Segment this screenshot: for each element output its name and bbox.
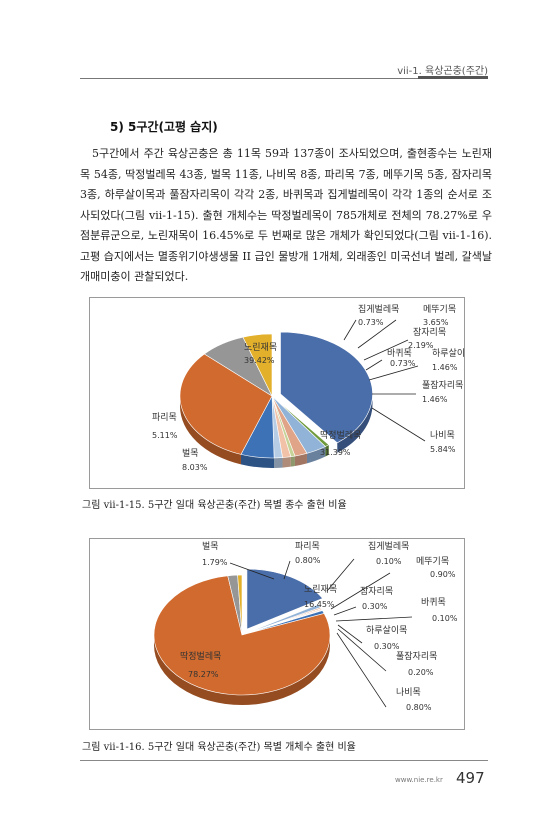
slice-category-label: 하루살이목 bbox=[432, 348, 464, 359]
header-bar bbox=[418, 76, 488, 79]
header-rule bbox=[80, 78, 488, 79]
leader-line bbox=[326, 558, 355, 592]
slice-value-label: 0.20% bbox=[408, 668, 434, 677]
leader-line bbox=[283, 560, 291, 580]
slice-value-label: 3.65% bbox=[423, 318, 449, 327]
body-paragraph: 5구간에서 주간 육상곤충은 총 11목 59과 137종이 조사되었으며, 출… bbox=[80, 144, 492, 288]
footer-url: www.nie.re.kr bbox=[395, 776, 443, 784]
leader-line bbox=[330, 572, 391, 610]
leader-line bbox=[333, 606, 357, 616]
slice-value-label: 5.84% bbox=[430, 445, 456, 454]
slice-value-label: 2.19% bbox=[408, 341, 434, 350]
running-header: vii-1. 육상곤충(주간) bbox=[80, 62, 488, 80]
slice-value-label: 31.39% bbox=[320, 448, 351, 457]
body-line: 조사되었다(그림 vii-1-15). 출현 개체수는 딱정벌레목이 785개체… bbox=[80, 188, 492, 222]
pie-slice-side bbox=[154, 635, 330, 705]
slice-value-label: 0.73% bbox=[358, 318, 384, 327]
species-ratio-chart: 노린재목 39.42% 집게벌레목 0.73% 메뚜기목 3.65% 잠자리목 2.19% 바퀴… bbox=[89, 297, 473, 489]
leader-line bbox=[335, 616, 413, 622]
leader-line bbox=[337, 628, 387, 672]
slice-value-label: 0.90% bbox=[430, 570, 456, 579]
slice-value-label: 0.30% bbox=[374, 642, 400, 651]
slice-category-label: 풀잠자리목 bbox=[422, 380, 463, 391]
slice-value-label: 0.80% bbox=[295, 556, 321, 565]
slice-category-label: 딱정벌레목 bbox=[320, 430, 361, 441]
leader-line bbox=[336, 632, 387, 708]
pie-slice-side bbox=[337, 394, 373, 453]
leader-line bbox=[365, 359, 383, 371]
slice-value-label: 0.30% bbox=[362, 602, 388, 611]
leader-line bbox=[337, 624, 363, 644]
slice-value-label: 1.46% bbox=[422, 395, 448, 404]
leader-line bbox=[357, 319, 397, 349]
figure-caption-16: 그림 vii-1-16. 5구간 일대 육상곤충(주간) 목별 개체수 출현 비… bbox=[82, 742, 356, 753]
slice-category-label: 벌목 bbox=[182, 448, 199, 459]
leader-line bbox=[368, 365, 419, 381]
slice-category-label: 노린재목 bbox=[244, 342, 277, 353]
slice-value-label: 1.46% bbox=[432, 363, 458, 372]
page-number: 497 bbox=[456, 769, 485, 787]
footer-rule bbox=[80, 760, 488, 761]
slice-category-label: 바퀴목 bbox=[387, 348, 412, 359]
pie-slice-side bbox=[274, 457, 283, 468]
slice-category-label: 벌목 bbox=[202, 541, 219, 552]
slice-category-label: 하루살이목 bbox=[366, 625, 407, 636]
slice-value-label: 0.10% bbox=[432, 614, 458, 623]
slice-category-label: 풀잠자리목 bbox=[396, 651, 437, 662]
slice-category-label: 메뚜기목 bbox=[423, 304, 456, 315]
slice-category-label: 파리목 bbox=[152, 412, 177, 423]
pie-slice bbox=[237, 574, 243, 636]
slice-value-label: 5.11% bbox=[152, 431, 178, 440]
pie-slice bbox=[280, 331, 373, 444]
pie-slice-side bbox=[325, 444, 329, 457]
pie-slice-side bbox=[306, 446, 326, 464]
slice-category-label: 파리목 bbox=[295, 541, 320, 552]
abundance-ratio-chart: 노린재목 16.45% 집게벌레목 0.10% 메뚜기목 0.90% 잠자리목 0.30% 바퀴… bbox=[89, 538, 465, 730]
pie-slice bbox=[179, 353, 273, 455]
slice-value-label: 39.42% bbox=[244, 356, 275, 365]
slice-category-label: 잠자리목 bbox=[413, 327, 446, 338]
pie-slice bbox=[153, 575, 331, 696]
pie-slice bbox=[246, 568, 324, 630]
section-title: 5) 5구간(고평 습지) bbox=[110, 120, 218, 134]
slice-category-label: 딱정벌레목 bbox=[180, 651, 221, 662]
slice-category-label: 메뚜기목 bbox=[416, 556, 449, 567]
body-line: vii-1-16). 고평 습지에서는 멸종위기야생생물 II 급인 물방개 1… bbox=[80, 229, 492, 263]
figure-caption-15: 그림 vii-1-15. 5구간 일대 육상곤충(주간) 목별 종수 출현 비율 bbox=[82, 500, 347, 511]
slice-category-label: 잠자리목 bbox=[360, 586, 393, 597]
body-line: 5구간에서 주간 육상곤충은 총 11목 59과 137종이 조사되었으며, 출… bbox=[92, 147, 492, 160]
slice-value-label: 1.79% bbox=[202, 558, 228, 567]
pie-slice-side bbox=[290, 456, 295, 467]
slice-category-label: 노린재목 bbox=[304, 584, 337, 595]
slice-category-label: 나비목 bbox=[396, 687, 421, 698]
slice-value-label: 78.27% bbox=[188, 670, 219, 679]
slice-value-label: 8.03% bbox=[182, 463, 208, 472]
slice-value-label: 0.80% bbox=[406, 703, 432, 712]
body-line: 목 54종, 딱정벌레목 43종, 벌목 11종, 나비목 8종, 파리목 7종… bbox=[80, 167, 492, 181]
leader-line bbox=[343, 319, 357, 341]
leader-line bbox=[363, 339, 409, 361]
slice-category-label: 나비목 bbox=[430, 430, 455, 441]
body-line: 우점분류군으로, 노린재목이 16.45%로 두 번째로 많은 개체가 확인되었… bbox=[80, 208, 493, 243]
body-line: 벌레, 갈색날개매미충이 관찰되었다. bbox=[80, 249, 492, 284]
slice-category-label: 바퀴목 bbox=[421, 597, 446, 608]
leader-line bbox=[229, 562, 275, 580]
running-title: vii-1. 육상곤충(주간) bbox=[397, 66, 488, 77]
slice-category-label: 집게벌레목 bbox=[368, 540, 409, 552]
slice-category-label: 집게벌레목 bbox=[358, 303, 399, 315]
species-ratio-pie: 노린재목 39.42% 집게벌레목 0.73% 메뚜기목 3.65%잠자리목 2.19%바퀴… bbox=[152, 303, 473, 472]
body-line: 3종, 하루살이목과 풀잠자리목이 각각 2종, 바퀴목과 집게벌레목이 각각 … bbox=[80, 188, 478, 201]
pie-slice-side bbox=[240, 454, 275, 468]
leader-line bbox=[371, 407, 426, 442]
pie-slice bbox=[242, 333, 273, 397]
abundance-ratio-pie: 노린재목 16.45% 집게벌레목 0.10% 메뚜기목 0.90% 잠자리목 0.30% 바퀴… bbox=[153, 540, 458, 712]
slice-value-label: 0.73% bbox=[390, 359, 416, 368]
pie-slice-side bbox=[294, 453, 307, 467]
slice-value-label: 16.45% bbox=[304, 600, 335, 609]
pie-slice-side bbox=[282, 456, 291, 468]
pie-slice-side bbox=[180, 396, 241, 465]
slice-value-label: 0.10% bbox=[376, 557, 402, 566]
